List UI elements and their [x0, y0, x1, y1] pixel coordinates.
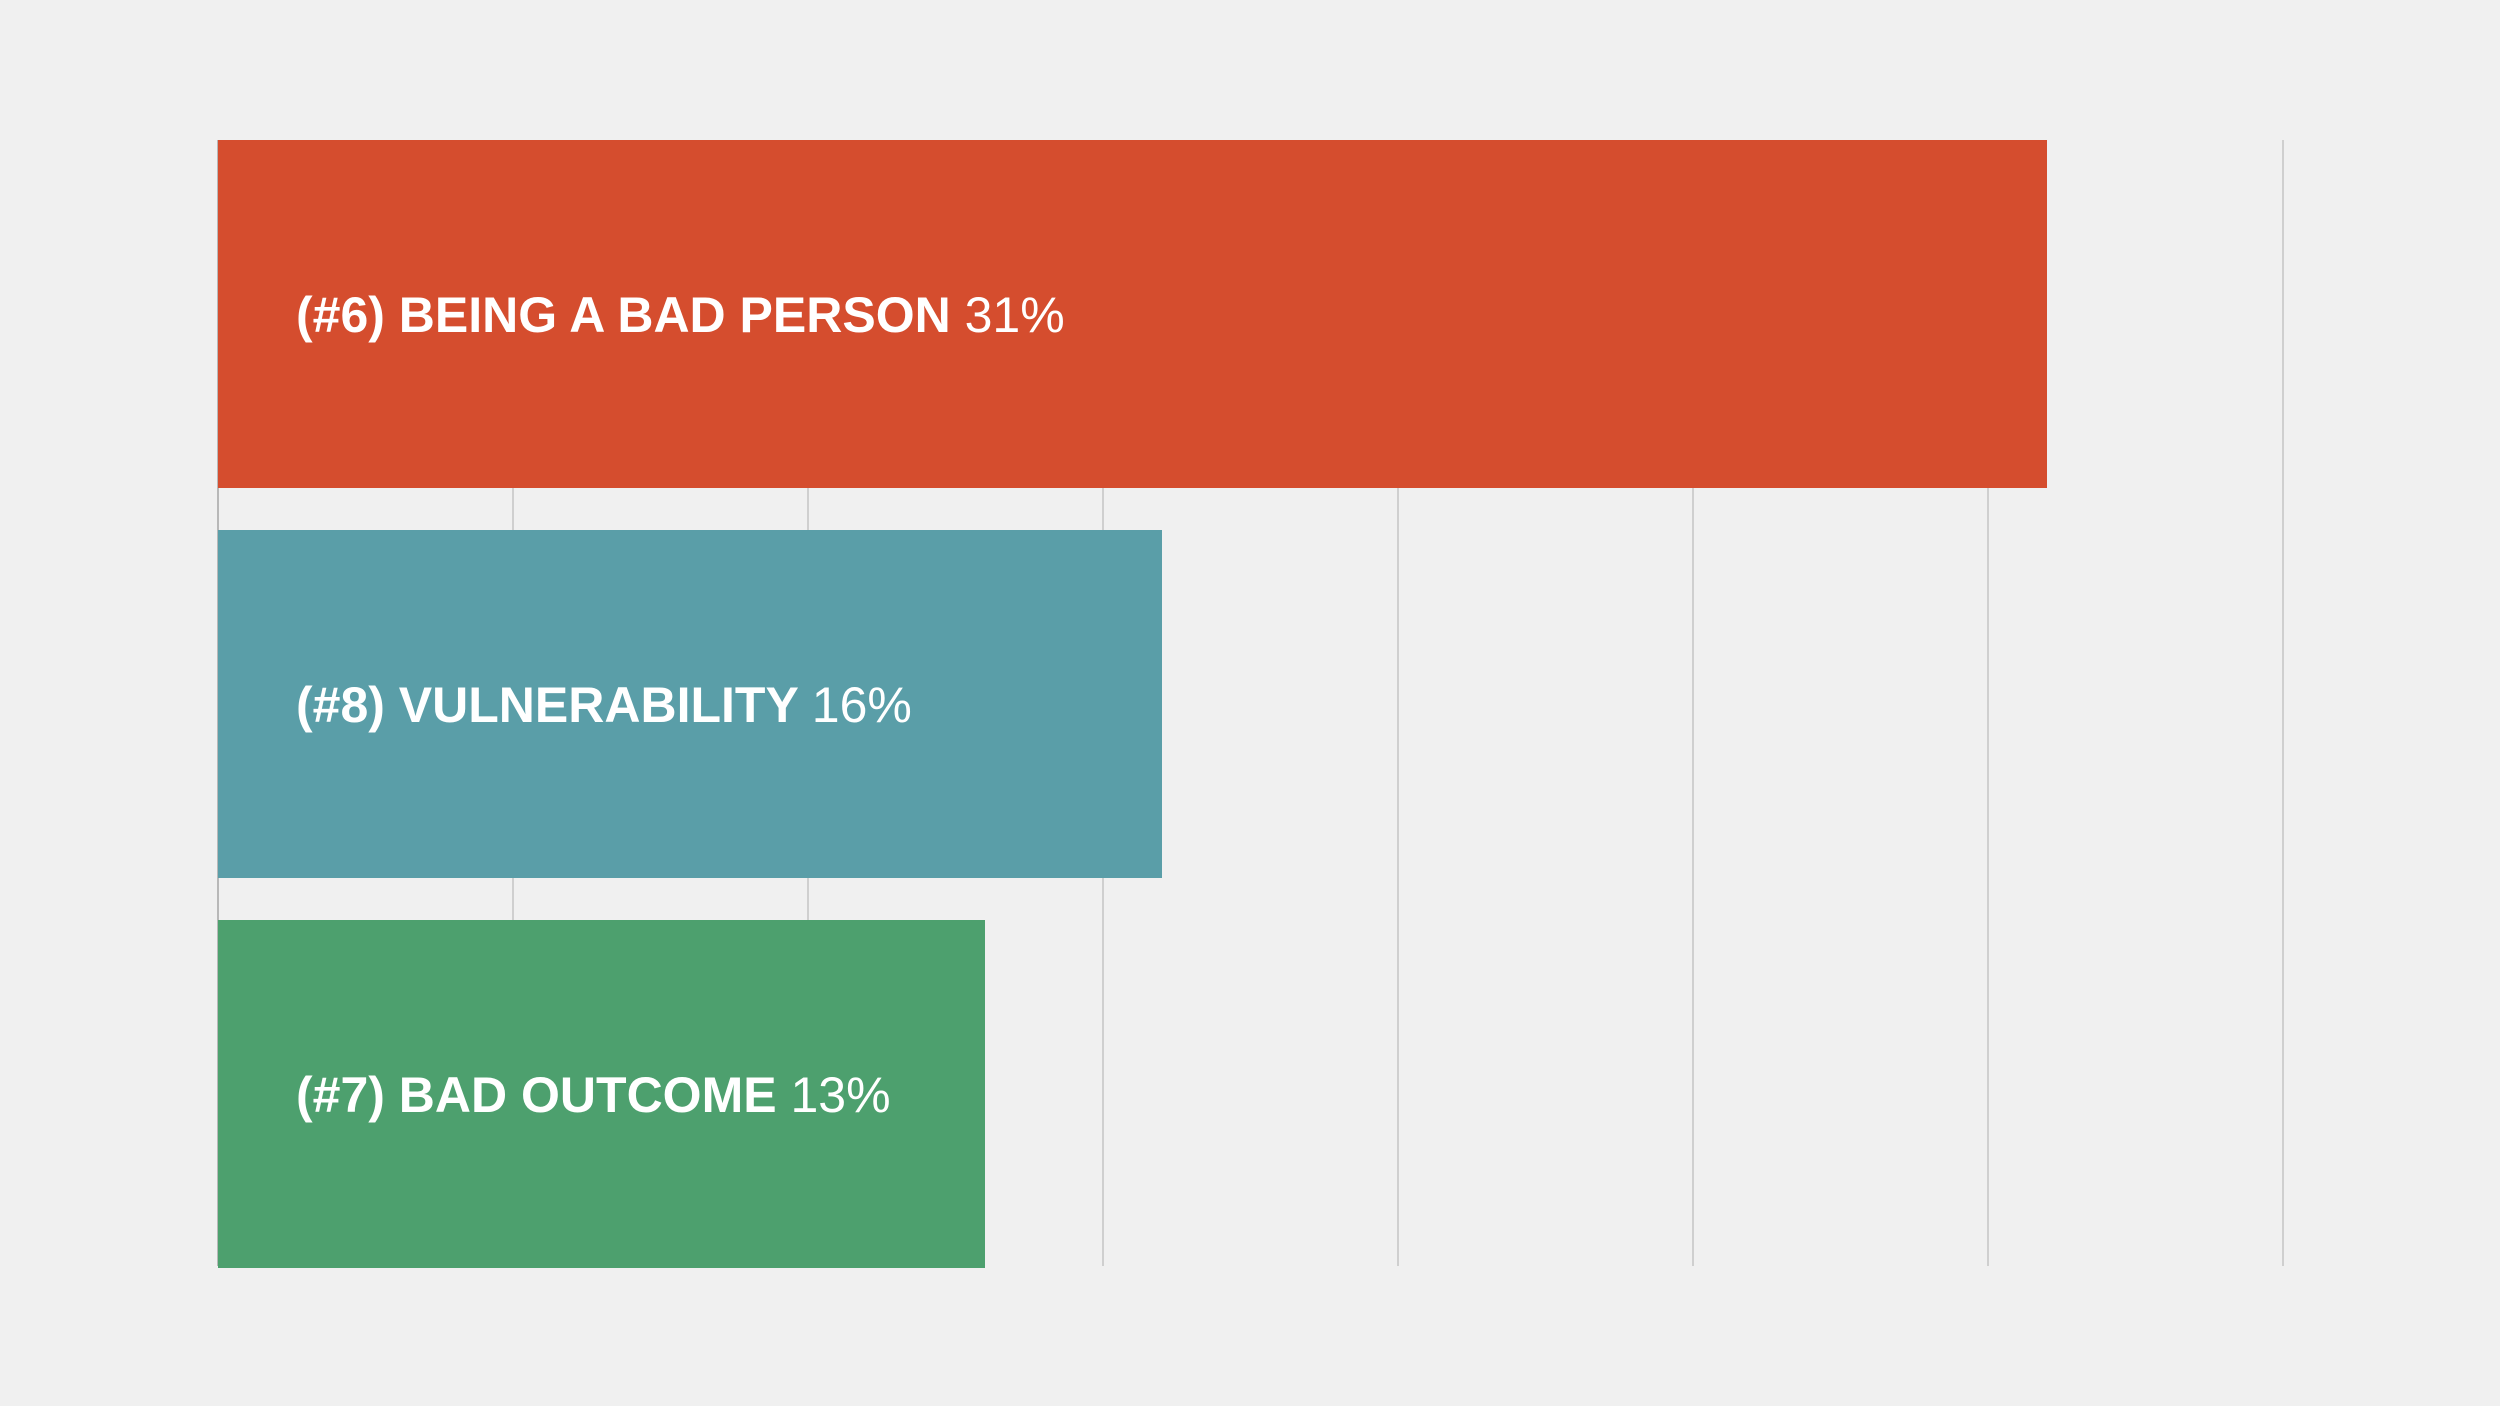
value-label: 13%: [790, 1067, 890, 1123]
category-label: (#6) BEING A BAD PERSON: [296, 287, 965, 343]
category-label: (#7) BAD OUTCOME: [296, 1067, 790, 1123]
bars: [218, 140, 2047, 1268]
bar-1: [218, 140, 2047, 488]
value-label: 31%: [965, 287, 1065, 343]
bar-label-1: (#6) BEING A BAD PERSON 31%: [296, 287, 1065, 343]
bar-2: [218, 530, 1162, 878]
bar-label-2: (#8) VULNERABILITY 16%: [296, 677, 912, 733]
bar-labels: (#6) BEING A BAD PERSON 31% (#8) VULNERAB…: [296, 287, 1065, 1123]
category-label: (#8) VULNERABILITY: [296, 677, 812, 733]
value-label: 16%: [812, 677, 912, 733]
bar-3: [218, 920, 985, 1268]
bar-label-3: (#7) BAD OUTCOME 13%: [296, 1067, 891, 1123]
